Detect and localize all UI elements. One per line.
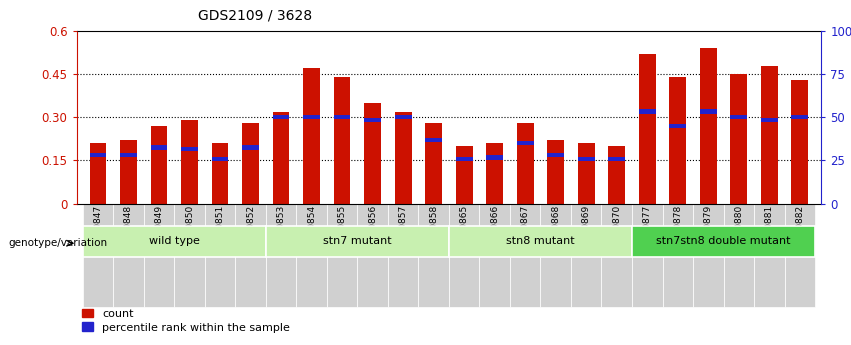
Bar [578,143,595,204]
FancyBboxPatch shape [632,204,663,307]
Text: stn7stn8 double mutant: stn7stn8 double mutant [656,237,791,246]
FancyBboxPatch shape [540,204,571,307]
FancyBboxPatch shape [602,204,632,307]
Bar [89,152,106,157]
FancyBboxPatch shape [693,204,723,307]
FancyBboxPatch shape [388,204,419,307]
Bar [791,115,808,119]
Bar [303,68,320,204]
FancyBboxPatch shape [754,204,785,307]
FancyBboxPatch shape [235,204,266,307]
Bar [243,145,259,150]
Bar [517,141,534,145]
FancyBboxPatch shape [785,204,815,307]
Bar [456,157,472,161]
Bar [670,77,686,204]
Bar [334,77,351,204]
FancyBboxPatch shape [205,204,235,307]
Bar [761,118,778,122]
FancyBboxPatch shape [144,204,174,307]
Bar [272,111,289,204]
FancyBboxPatch shape [113,204,144,307]
FancyBboxPatch shape [663,204,693,307]
Bar [608,146,625,204]
Text: genotype/variation: genotype/variation [9,238,107,248]
Bar [181,120,198,204]
Bar [700,48,717,204]
FancyBboxPatch shape [632,226,815,257]
Bar [761,66,778,204]
Bar [426,123,442,204]
FancyBboxPatch shape [448,204,479,307]
Bar [212,157,228,161]
Text: stn7 mutant: stn7 mutant [323,237,391,246]
Text: stn8 mutant: stn8 mutant [506,237,574,246]
Bar [395,115,412,119]
Bar [89,143,106,204]
Bar [517,123,534,204]
Bar [303,115,320,119]
Bar [486,155,503,160]
Bar [334,115,351,119]
Bar [639,109,655,114]
FancyBboxPatch shape [571,204,602,307]
FancyBboxPatch shape [327,204,357,307]
Bar [212,143,228,204]
Bar [639,54,655,204]
FancyBboxPatch shape [723,204,754,307]
FancyBboxPatch shape [266,226,448,257]
FancyBboxPatch shape [174,204,205,307]
Legend: count, percentile rank within the sample: count, percentile rank within the sample [83,309,290,333]
Bar [730,74,747,204]
FancyBboxPatch shape [510,204,540,307]
Bar [456,146,472,204]
Bar [730,115,747,119]
FancyBboxPatch shape [357,204,388,307]
FancyBboxPatch shape [83,226,266,257]
Bar [670,124,686,128]
Bar [120,152,137,157]
Bar [120,140,137,204]
Bar [426,138,442,142]
Bar [547,152,564,157]
FancyBboxPatch shape [448,226,632,257]
Bar [395,111,412,204]
Bar [547,140,564,204]
Text: GDS2109 / 3628: GDS2109 / 3628 [198,9,312,23]
Bar [181,147,198,151]
Bar [486,143,503,204]
FancyBboxPatch shape [479,204,510,307]
Bar [364,118,381,122]
Bar [364,103,381,204]
Bar [151,145,168,150]
Bar [243,123,259,204]
FancyBboxPatch shape [266,204,296,307]
FancyBboxPatch shape [419,204,448,307]
FancyBboxPatch shape [296,204,327,307]
Bar [151,126,168,204]
Bar [608,157,625,161]
FancyBboxPatch shape [83,204,113,307]
Bar [700,109,717,114]
Bar [578,157,595,161]
Bar [791,80,808,204]
Text: wild type: wild type [149,237,200,246]
Bar [272,115,289,119]
